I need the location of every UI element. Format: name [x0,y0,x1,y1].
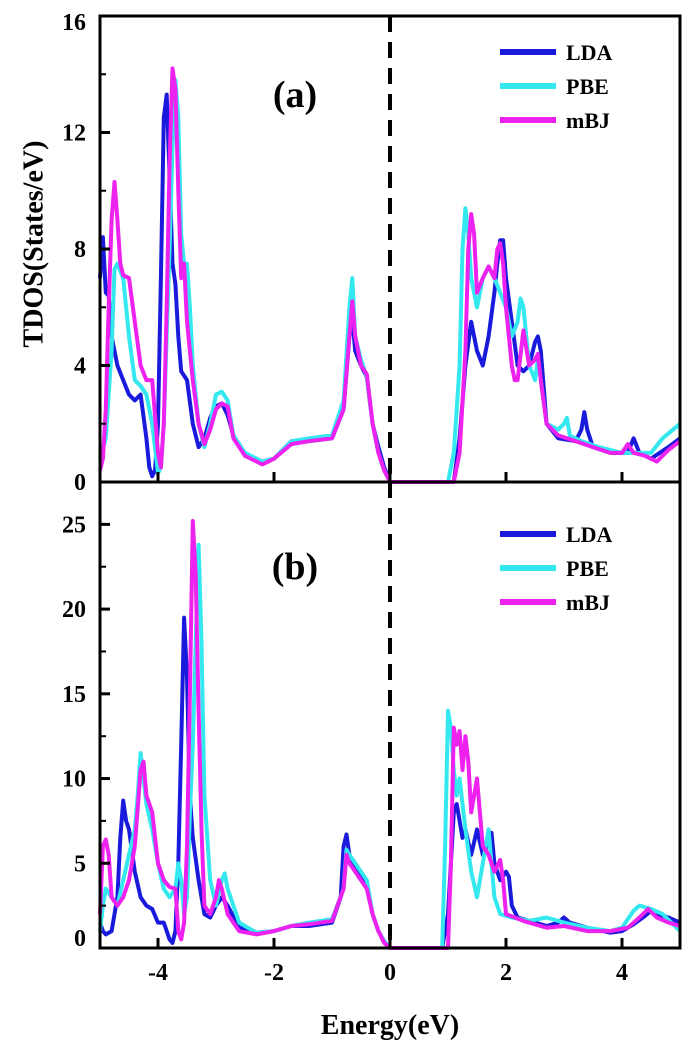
x-tick-label: 0 [384,960,396,986]
series-line-mbj [98,519,681,950]
y-tick-label: 25 [62,512,86,538]
y-tick-label: 20 [62,597,86,623]
legend-label-lda: LDA [566,522,613,547]
legend-label-mbj: mBJ [566,108,610,133]
y-tick-label: 0 [74,470,86,496]
y-tick-label: 4 [74,354,86,380]
x-tick-label: 4 [616,960,628,986]
x-tick-label: 2 [500,960,512,986]
legend-label-pbe: PBE [566,74,609,99]
x-axis-label: Energy(eV) [321,1010,459,1041]
panel-b: 0 5 10 15 20 25 -4 -2 0 2 4 (b) LDA PBE mBJ [62,480,682,986]
legend-label-mbj: mBJ [566,590,610,615]
series-line-mbj [98,66,682,484]
panel-a: 0 4 8 12 16 (a) LDA PBE mBJ [62,10,682,496]
x-tick-label: -4 [148,960,168,986]
x-tick-label: -2 [264,960,284,986]
legend-label-lda: LDA [566,40,613,65]
y-tick-label: 16 [62,10,86,36]
y-tick-label: 5 [74,851,86,877]
y-axis-label: TDOS(States/eV) [18,141,49,348]
y-tick-label: 8 [74,237,86,263]
panel-label: (b) [272,546,318,588]
panel-label: (a) [273,74,317,116]
y-tick-label: 0 [74,926,86,952]
y-tick-label: 10 [62,767,86,793]
y-tick-label: 15 [62,682,86,708]
legend-label-pbe: PBE [566,556,609,581]
y-tick-label: 12 [62,121,86,147]
